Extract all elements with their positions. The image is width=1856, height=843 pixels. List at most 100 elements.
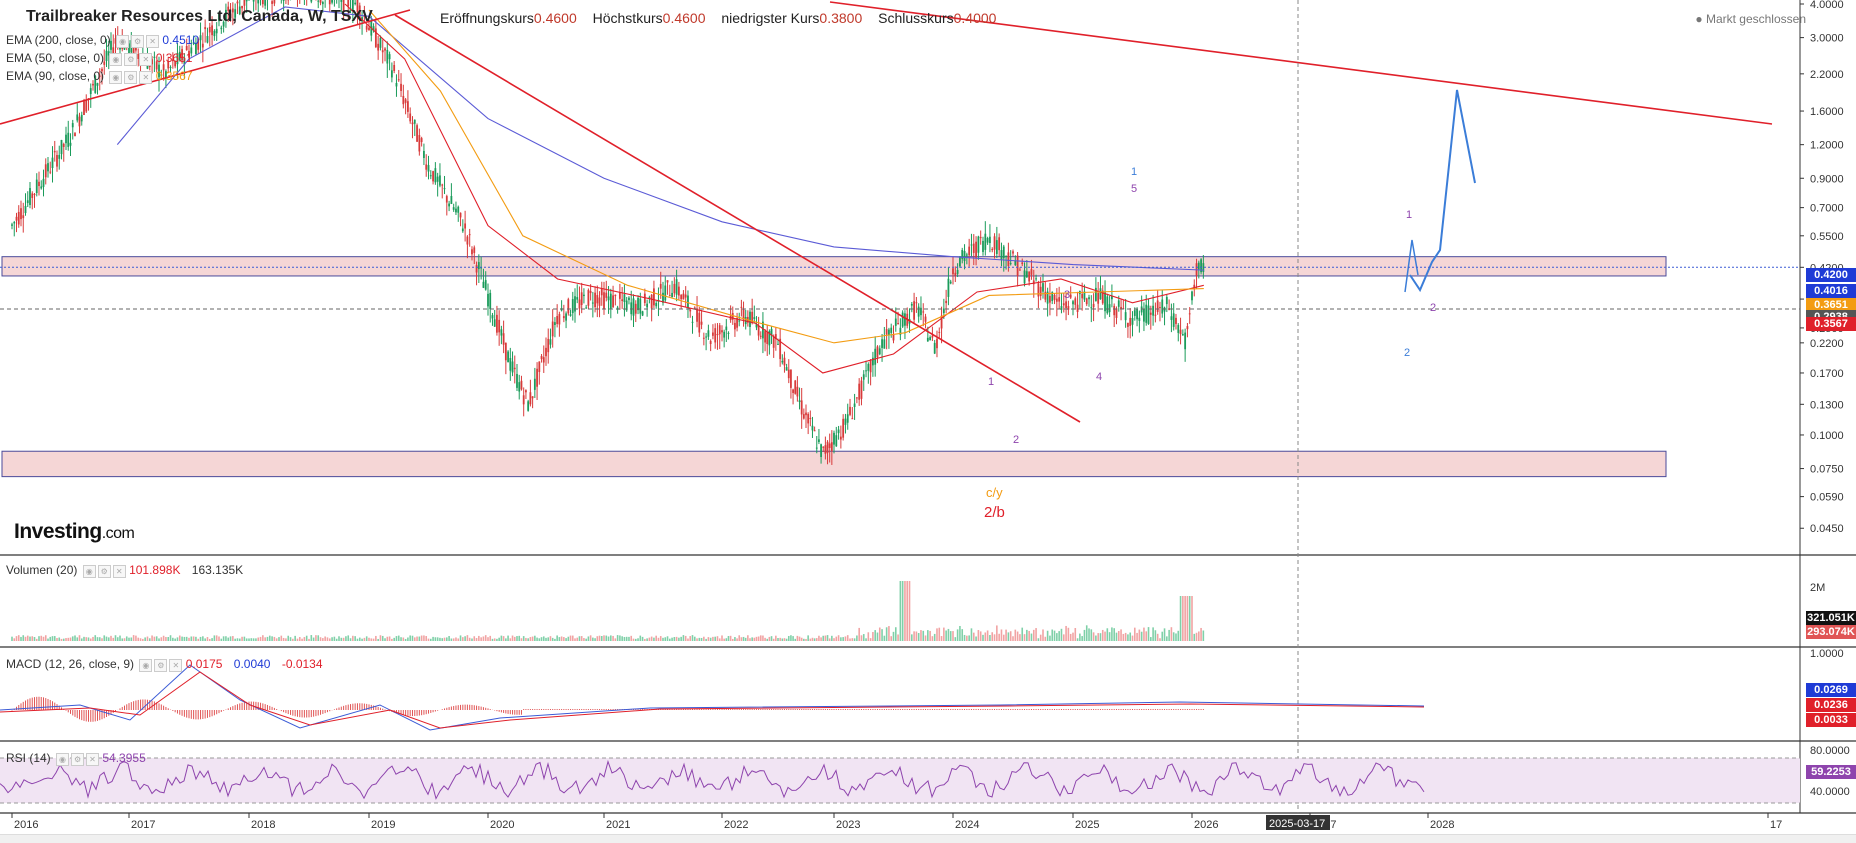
close-icon[interactable]: ✕ xyxy=(139,71,152,84)
volume-bar xyxy=(833,638,835,641)
candle-body xyxy=(1113,306,1115,315)
volume-bar xyxy=(955,637,957,641)
eye-icon[interactable]: ◉ xyxy=(109,71,122,84)
candle-body xyxy=(943,309,945,314)
candle-body xyxy=(503,333,505,344)
candle-body xyxy=(398,79,400,80)
support-zone xyxy=(2,451,1666,476)
gear-icon[interactable]: ⚙ xyxy=(71,753,84,766)
close-icon[interactable]: ✕ xyxy=(86,753,99,766)
candle-body xyxy=(485,280,487,290)
candle-body xyxy=(532,396,534,398)
ema90-controls[interactable]: ◉⚙✕ xyxy=(107,69,152,84)
high-value: 0.4600 xyxy=(663,10,706,26)
candle-body xyxy=(1171,316,1173,320)
gear-icon[interactable]: ⚙ xyxy=(154,659,167,672)
candle-body xyxy=(514,368,516,369)
candle-body xyxy=(619,292,621,299)
candle-body xyxy=(464,223,466,228)
candle-body xyxy=(590,291,592,293)
y-tick-label: 0.0450 xyxy=(1810,523,1844,535)
rsi-controls[interactable]: ◉⚙✕ xyxy=(54,751,99,766)
candle-body xyxy=(1202,263,1204,272)
volume-bar xyxy=(334,637,336,641)
volume-legend[interactable]: Volumen (20) ◉⚙✕ 101.898K 163.135K xyxy=(6,563,243,578)
candle-body xyxy=(498,320,500,332)
volume-bar xyxy=(649,638,651,641)
volume-bar xyxy=(11,637,13,641)
candle-body xyxy=(842,419,844,438)
candle-body xyxy=(1072,301,1074,304)
volume-bar xyxy=(689,636,691,641)
close-icon[interactable]: ✕ xyxy=(146,35,159,48)
gear-icon[interactable]: ⚙ xyxy=(131,35,144,48)
candle-body xyxy=(1136,309,1138,319)
volume-bar xyxy=(975,636,977,641)
volume-bar xyxy=(368,638,370,641)
volume-bar xyxy=(1031,634,1033,641)
ema50-legend[interactable]: EMA (50, close, 0) ◉⚙✕ 0.3651 xyxy=(6,51,192,66)
volume-bar xyxy=(904,581,906,641)
gear-icon[interactable]: ⚙ xyxy=(124,53,137,66)
eye-icon[interactable]: ◉ xyxy=(56,753,69,766)
volume-controls[interactable]: ◉⚙✕ xyxy=(81,563,126,578)
gear-icon[interactable]: ⚙ xyxy=(124,71,137,84)
close-icon[interactable]: ✕ xyxy=(113,565,126,578)
candle-body xyxy=(915,302,917,303)
candle-body xyxy=(794,381,796,394)
volume-bar xyxy=(669,639,671,641)
x-tick-label: 2016 xyxy=(14,819,38,831)
candle-body xyxy=(576,297,578,299)
volume-bar xyxy=(1107,628,1109,641)
wave-label: 3 xyxy=(1064,289,1070,301)
volume-bar xyxy=(705,639,707,641)
volume-bar xyxy=(366,636,368,641)
candle-body xyxy=(1003,247,1005,259)
volume-bar xyxy=(888,626,890,641)
volume-bar xyxy=(588,636,590,641)
ema50-controls[interactable]: ◉⚙✕ xyxy=(107,51,152,66)
ema200-legend[interactable]: EMA (200, close, 0) ◉⚙✕ 0.4510 xyxy=(6,33,199,48)
y-tick-label: 0.1700 xyxy=(1810,368,1844,380)
candle-body xyxy=(393,65,395,71)
candle-body xyxy=(563,316,565,318)
close-icon[interactable]: ✕ xyxy=(139,53,152,66)
candle-body xyxy=(81,115,83,121)
volume-bar xyxy=(1010,631,1012,641)
candle-body xyxy=(879,348,881,354)
volume-bar xyxy=(987,630,989,641)
volume-bar xyxy=(597,636,599,641)
volume-bar xyxy=(655,636,657,641)
candle-body xyxy=(79,117,81,127)
volume-bar xyxy=(1017,632,1019,641)
close-icon[interactable]: ✕ xyxy=(169,659,182,672)
eye-icon[interactable]: ◉ xyxy=(109,53,122,66)
candle-body xyxy=(977,237,979,253)
volume-bar xyxy=(637,638,639,641)
candle-body xyxy=(773,336,775,348)
volume-bar xyxy=(893,632,895,641)
candle-body xyxy=(523,395,525,404)
volume-bar xyxy=(678,638,680,641)
candle-body xyxy=(1187,326,1189,329)
volume-bar xyxy=(244,637,246,641)
volume-bar xyxy=(94,635,96,641)
gear-icon[interactable]: ⚙ xyxy=(98,565,111,578)
eye-icon[interactable]: ◉ xyxy=(139,659,152,672)
volume-bar xyxy=(1152,627,1154,641)
ema200-controls[interactable]: ◉⚙✕ xyxy=(114,33,159,48)
rsi-legend[interactable]: RSI (14) ◉⚙✕ 54.3955 xyxy=(6,751,146,766)
volume-bar xyxy=(615,638,617,641)
ema90-legend[interactable]: EMA (90, close, 0) ◉⚙✕ 0.3567 xyxy=(6,69,192,84)
candle-body xyxy=(585,307,587,308)
volume-bar xyxy=(703,637,705,641)
macd-legend[interactable]: MACD (12, 26, close, 9) ◉⚙✕ 0.0175 0.004… xyxy=(6,657,323,672)
volume-bar xyxy=(359,638,361,641)
volume-bar xyxy=(525,638,527,641)
volume-bar xyxy=(1116,633,1118,641)
candle-body xyxy=(83,101,85,115)
macd-controls[interactable]: ◉⚙✕ xyxy=(137,657,182,672)
eye-icon[interactable]: ◉ xyxy=(116,35,129,48)
eye-icon[interactable]: ◉ xyxy=(83,565,96,578)
